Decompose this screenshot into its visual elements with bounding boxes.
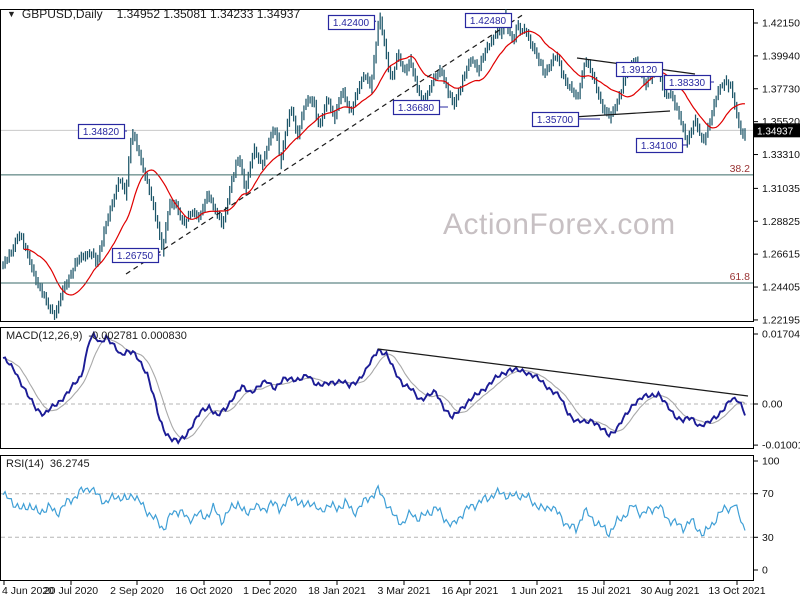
date-label: 2 Sep 2020 (110, 585, 164, 597)
axis-tick-label: 1.37730 (762, 83, 800, 95)
candlestick-series (2, 9, 746, 320)
date-label: 16 Oct 2020 (175, 585, 232, 597)
price-label-box[interactable]: 1.42400 (327, 14, 377, 31)
svg-text:1.36680: 1.36680 (398, 103, 435, 114)
fib-label: 38.2 (730, 163, 751, 175)
date-label: 1 Jun 2021 (511, 585, 563, 597)
rsi-y-axis: 100 70 30 0 (753, 455, 780, 576)
svg-text:1.35700: 1.35700 (537, 115, 574, 126)
date-label: 20 Jul 2020 (44, 585, 98, 597)
svg-text:1.34937: 1.34937 (757, 126, 794, 137)
price-label-box[interactable]: 1.38330 (663, 74, 715, 91)
price-label-box[interactable]: 1.34100 (635, 137, 689, 154)
chart-header: ▼ GBPUSD,Daily 1.34952 1.35081 1.34233 1.3… (7, 7, 300, 21)
price-panel-border (0, 9, 754, 322)
fib-label: 61.8 (730, 271, 751, 283)
price-y-axis: 1.42150 1.39940 1.37730 1.35520 1.33310 1.310… (753, 17, 800, 326)
macd-panel-title: MACD(12,26,9) -0.002781 0.000830 (6, 330, 187, 342)
date-label: 30 Aug 2021 (641, 585, 700, 597)
rsi-panel (1, 484, 753, 539)
axis-tick-label: 0.00 (762, 398, 783, 410)
svg-text:1.42480: 1.42480 (470, 16, 507, 27)
axis-tick-label: 1.24405 (762, 282, 800, 294)
date-label: 16 Apr 2021 (442, 585, 499, 597)
rsi-panel-border (0, 455, 754, 581)
date-label: 13 Oct 2021 (708, 585, 765, 597)
svg-text:1.26750: 1.26750 (117, 251, 154, 262)
solid-trendline (572, 110, 671, 118)
current-price-tag: 1.34937 (754, 123, 800, 138)
symbol-collapse-icon[interactable]: ▼ (7, 9, 16, 19)
price-label-box[interactable]: 1.35700 (531, 111, 601, 128)
macd-signal-line (2, 338, 746, 440)
axis-tick-label: 1.28825 (762, 216, 800, 228)
svg-text:1.34100: 1.34100 (641, 141, 678, 152)
axis-tick-label: 1.42150 (762, 17, 800, 29)
fibonacci-levels: 38.2 61.8 (1, 163, 753, 284)
axis-tick-label: 1.33310 (762, 149, 800, 161)
macd-values: -0.002781 0.000830 (88, 330, 187, 342)
rsi-line (2, 484, 746, 539)
axis-tick-label: 0.017047 (762, 328, 800, 340)
axis-tick-label: 70 (762, 488, 774, 500)
macd-panel (1, 330, 753, 445)
date-label: 1 Dec 2020 (243, 585, 297, 597)
watermark: ActionForex.com (443, 208, 676, 241)
axis-tick-label: 1.31035 (762, 183, 800, 195)
price-label-box[interactable]: 1.36680 (392, 99, 449, 116)
axis-tick-label: 1.35520 (762, 116, 800, 128)
price-label-box[interactable]: 1.42480 (464, 12, 513, 29)
rsi-panel-title: RSI(14) 36.2745 (6, 458, 90, 470)
svg-text:1.34820: 1.34820 (83, 127, 120, 138)
price-label-box[interactable]: 1.34820 (77, 123, 128, 140)
price-annotations: 1.34820 1.26750 1.42400 1.36680 1.42480 1.391… (77, 12, 715, 264)
axis-tick-label: 1.22195 (762, 314, 800, 326)
dashed-trendline (125, 13, 525, 275)
axis-tick-label: 1.39940 (762, 50, 800, 62)
axis-tick-label: 0 (762, 564, 768, 576)
axis-tick-label: 1.26615 (762, 249, 800, 261)
date-label: 3 Mar 2021 (377, 585, 430, 597)
chart-title-symbol: GBPUSD,Daily (21, 7, 103, 21)
axis-tick-label: 30 (762, 532, 774, 544)
date-label: 15 Jul 2021 (577, 585, 631, 597)
date-label: 4 Jun 2020 (2, 585, 54, 597)
macd-panel-border (0, 327, 754, 449)
rsi-indicator-label: RSI(14) (6, 458, 44, 470)
axis-tick-label: 100 (762, 455, 780, 467)
chart-title-ohlc: 1.34952 1.35081 1.34233 1.34937 (116, 7, 301, 21)
axis-tick-label: -0.010013 (762, 440, 800, 452)
macd-y-axis: 0.017047 0.00 -0.010013 (753, 328, 800, 452)
rsi-value: 36.2745 (49, 458, 90, 470)
date-label: 18 Jan 2021 (308, 585, 366, 597)
svg-text:1.42400: 1.42400 (333, 18, 370, 29)
macd-trendline (377, 348, 749, 397)
macd-main-line (2, 330, 746, 445)
price-label-box[interactable]: 1.39120 (615, 61, 664, 78)
price-label-box[interactable]: 1.26750 (111, 247, 162, 264)
macd-indicator-label: MACD(12,26,9) (6, 330, 83, 342)
panel-borders (0, 9, 754, 581)
svg-text:1.39120: 1.39120 (621, 65, 658, 76)
price-panel: 1.34937 (1, 9, 800, 320)
svg-text:1.38330: 1.38330 (669, 78, 706, 89)
